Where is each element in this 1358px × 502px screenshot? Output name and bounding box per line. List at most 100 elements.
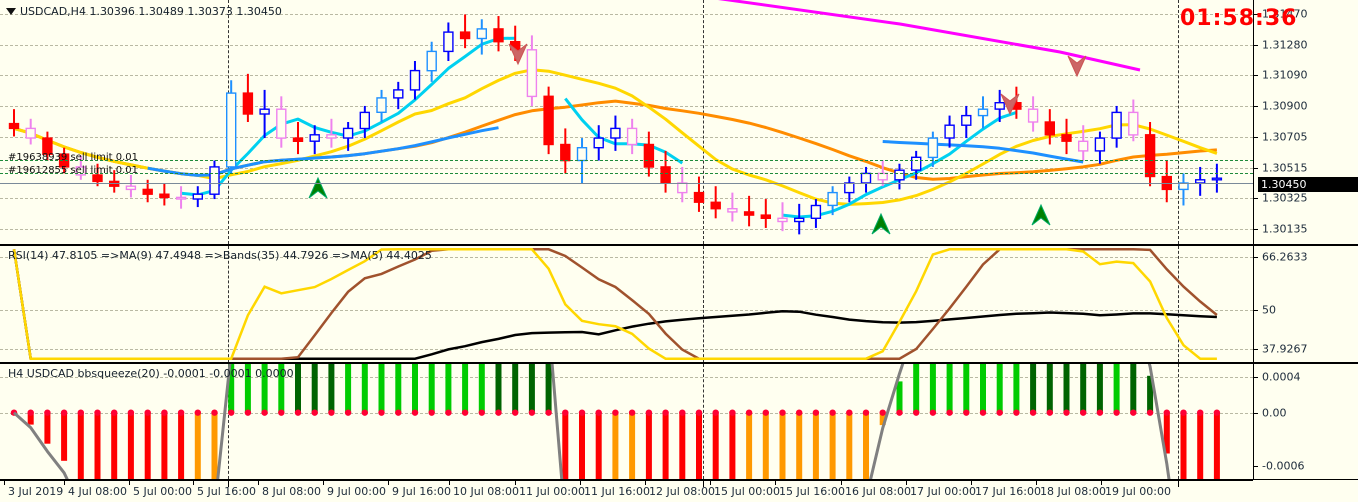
rsi-gridline bbox=[0, 349, 1253, 351]
horizontal-gridline bbox=[0, 14, 1253, 16]
price-tick-mark bbox=[1254, 228, 1258, 230]
rsi-canvas bbox=[12, 248, 1218, 360]
time-tick-mark bbox=[1036, 481, 1037, 485]
bbsqueeze-indicator-pane[interactable]: H4 USDCAD bbsqueeze(20) -0.0001 -0.0001 … bbox=[0, 363, 1358, 480]
price-chart-pane[interactable]: #19638939 sell limit 0.01 #19612855 sell… bbox=[0, 0, 1358, 245]
time-tick-mark-major bbox=[703, 481, 704, 487]
time-tick-label: 17 Jul 00:00 bbox=[910, 485, 976, 498]
horizontal-gridline bbox=[0, 75, 1253, 77]
time-tick-mark bbox=[129, 481, 130, 485]
bbsqueeze-tick-mark bbox=[1254, 465, 1258, 467]
price-tick-mark bbox=[1254, 198, 1258, 200]
order-label-2: #19612855 sell limit 0.01 bbox=[8, 165, 138, 176]
vertical-gridline bbox=[703, 0, 704, 244]
time-tick-mark bbox=[258, 481, 259, 485]
rsi-tick-label: 66.2633 bbox=[1262, 250, 1308, 264]
rsi-tick-label: 37.9267 bbox=[1262, 342, 1308, 356]
time-tick-label: 4 Jul 08:00 bbox=[68, 485, 127, 498]
price-tick-mark bbox=[1254, 105, 1258, 107]
time-tick-label: 11 Jul 16:00 bbox=[584, 485, 650, 498]
rsi-tick-mark bbox=[1254, 256, 1258, 258]
rsi-indicator-pane[interactable]: RSI(14) 47.8105 =>MA(9) 47.4948 =>Bands(… bbox=[0, 245, 1358, 363]
time-tick-label: 10 Jul 08:00 bbox=[453, 485, 519, 498]
time-tick-mark bbox=[388, 481, 389, 485]
vertical-gridline bbox=[228, 364, 229, 479]
time-tick-mark-major bbox=[1178, 481, 1179, 487]
price-tick-label: 1.31470 bbox=[1262, 7, 1308, 21]
rsi-tick-mark bbox=[1254, 349, 1258, 351]
horizontal-gridline bbox=[0, 44, 1253, 46]
bbsqueeze-canvas bbox=[10, 364, 1221, 479]
price-tick-label: 1.30705 bbox=[1262, 130, 1308, 144]
vertical-gridline bbox=[703, 364, 704, 479]
time-tick-label: 9 Jul 00:00 bbox=[327, 485, 386, 498]
time-tick-mark bbox=[4, 481, 5, 485]
time-tick-label: 16 Jul 08:00 bbox=[845, 485, 911, 498]
time-tick-label: 15 Jul 16:00 bbox=[779, 485, 845, 498]
vertical-gridline bbox=[228, 246, 229, 362]
time-tick-mark bbox=[710, 481, 711, 485]
rsi-label: RSI(14) 47.8105 =>MA(9) 47.4948 =>Bands(… bbox=[8, 249, 432, 262]
horizontal-gridline bbox=[0, 198, 1253, 200]
price-tick-label: 1.30135 bbox=[1262, 222, 1308, 236]
rsi-axis-scale: 66.2633 50 37.9267 bbox=[1253, 246, 1358, 362]
bbsqueeze-zero-line bbox=[0, 412, 1253, 414]
time-tick-mark bbox=[775, 481, 776, 485]
chart-symbol-header: USDCAD,H4 1.30396 1.30489 1.30373 1.3045… bbox=[20, 5, 282, 18]
countdown-timer: 01:58:36 bbox=[1180, 6, 1298, 31]
buy-arrow-icon bbox=[1031, 203, 1051, 226]
rsi-gridline bbox=[0, 309, 1253, 311]
price-tick-label: 1.30325 bbox=[1262, 191, 1308, 205]
time-tick-mark bbox=[580, 481, 581, 485]
time-tick-label: 8 Jul 08:00 bbox=[262, 485, 321, 498]
bbsqueeze-gridline bbox=[0, 377, 1253, 379]
time-axis[interactable]: 3 Jul 2019 4 Jul 08:00 5 Jul 00:00 5 Jul 16… bbox=[0, 480, 1253, 502]
time-tick-mark bbox=[906, 481, 907, 485]
time-tick-mark bbox=[1101, 481, 1102, 485]
bbsqueeze-axis-scale: 0.0004 0.00 -0.0006 bbox=[1253, 364, 1358, 479]
time-tick-label: 12 Jul 08:00 bbox=[649, 485, 715, 498]
price-chart-canvas bbox=[8, 0, 1223, 235]
buy-arrow-icon bbox=[308, 176, 328, 199]
current-price-label: 1.30450 bbox=[1258, 177, 1358, 192]
time-tick-label: 3 Jul 2019 bbox=[8, 485, 64, 498]
time-tick-mark bbox=[645, 481, 646, 485]
bbsqueeze-tick-label: 0.0004 bbox=[1262, 370, 1301, 384]
order-line-1[interactable] bbox=[0, 160, 1253, 161]
time-tick-mark bbox=[971, 481, 972, 485]
price-tick-mark bbox=[1254, 75, 1258, 77]
vertical-gridline bbox=[1178, 0, 1179, 244]
time-tick-label: 19 Jul 00:00 bbox=[1105, 485, 1171, 498]
price-axis-scale[interactable]: 1.31470 1.31280 1.31090 1.30900 1.30705 1.305… bbox=[1253, 0, 1358, 244]
rsi-tick-label: 50 bbox=[1262, 303, 1276, 317]
time-tick-mark bbox=[323, 481, 324, 485]
rsi-gridline bbox=[0, 256, 1253, 258]
time-tick-mark bbox=[841, 481, 842, 485]
time-tick-mark bbox=[449, 481, 450, 485]
horizontal-gridline bbox=[0, 105, 1253, 107]
sell-arrow-icon bbox=[1067, 55, 1087, 78]
price-tick-label: 1.31280 bbox=[1262, 38, 1308, 52]
vertical-gridline bbox=[703, 246, 704, 362]
time-tick-label: 5 Jul 16:00 bbox=[197, 485, 256, 498]
time-tick-label: 9 Jul 16:00 bbox=[392, 485, 451, 498]
price-tick-label: 1.30515 bbox=[1262, 161, 1308, 175]
triangle-down-icon[interactable] bbox=[6, 7, 17, 16]
sell-arrow-icon bbox=[508, 43, 528, 66]
price-tick-label: 1.30900 bbox=[1262, 99, 1308, 113]
horizontal-gridline bbox=[0, 167, 1253, 169]
horizontal-gridline bbox=[0, 228, 1253, 230]
price-tick-mark bbox=[1254, 137, 1258, 139]
rsi-tick-mark bbox=[1254, 309, 1258, 311]
bbsqueeze-tick-label: 0.00 bbox=[1262, 406, 1287, 420]
order-line-2[interactable] bbox=[0, 173, 1253, 174]
time-tick-mark bbox=[515, 481, 516, 485]
bid-price-line bbox=[0, 183, 1253, 184]
price-tick-mark bbox=[1254, 44, 1258, 46]
sell-arrow-icon bbox=[1000, 93, 1020, 116]
time-tick-mark bbox=[193, 481, 194, 485]
bbsqueeze-label: H4 USDCAD bbsqueeze(20) -0.0001 -0.0001 … bbox=[8, 367, 294, 380]
buy-arrow-icon bbox=[871, 212, 891, 235]
time-tick-mark bbox=[64, 481, 65, 485]
